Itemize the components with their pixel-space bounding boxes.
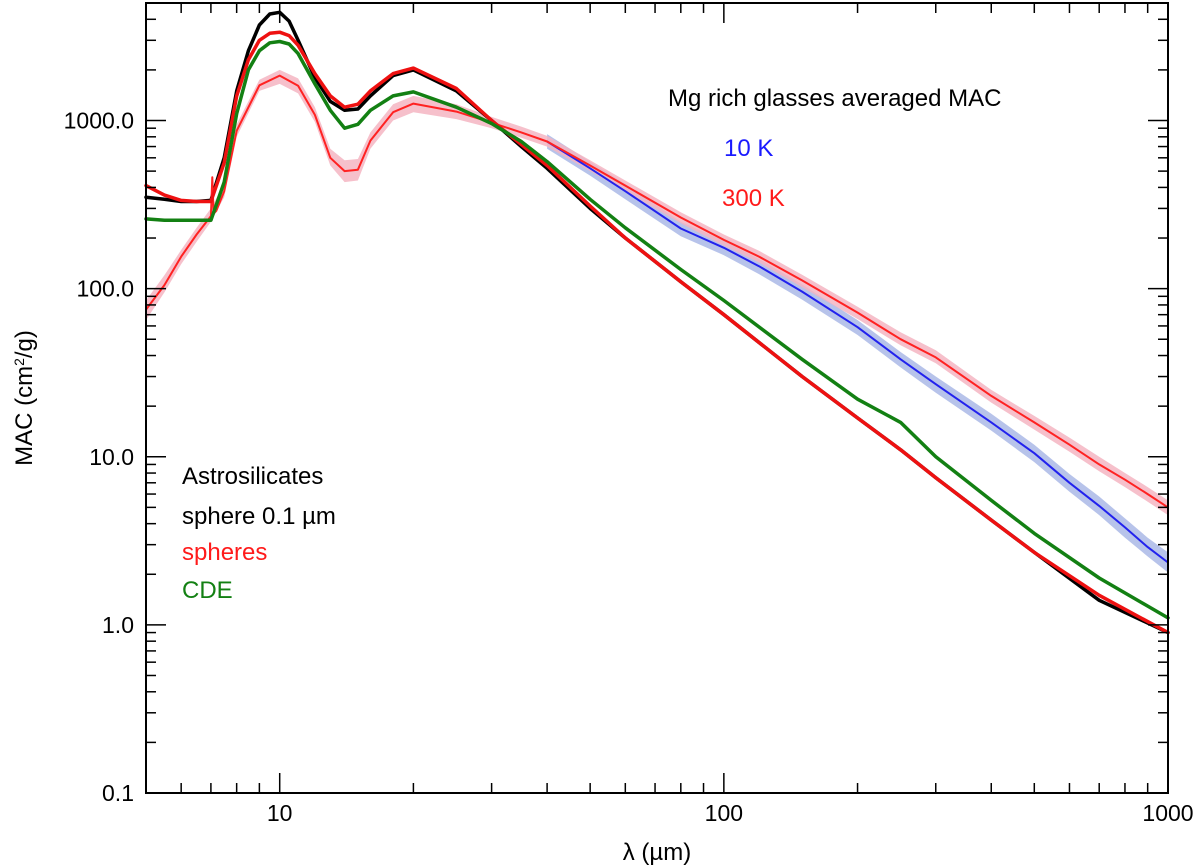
- legend-300k: 300 K: [722, 185, 785, 212]
- plot-frame: [145, 2, 1169, 794]
- x-axis-label: λ (µm): [623, 839, 691, 866]
- axis-ticks: [145, 2, 1169, 794]
- series-lines: [144, 10, 1170, 635]
- legend-spheres: spheres: [182, 539, 267, 566]
- confidence-bands: [146, 69, 1168, 573]
- band-0: [547, 134, 1168, 573]
- y-tick-label: 0.1: [102, 780, 134, 806]
- series-line-10-k: [546, 140, 1169, 564]
- series-line-cde: [144, 39, 1170, 620]
- legend-sphere-size: sphere 0.1 µm: [182, 503, 336, 530]
- x-tick-label: 10: [267, 800, 293, 826]
- legend-astrosilicates: Astrosilicates: [182, 463, 323, 490]
- tick-labels: 10 100 1000 0.1 1.0 10.0 100.0 1000.0: [64, 108, 1194, 826]
- y-tick-label: 100.0: [76, 276, 134, 302]
- y-tick-label: 1000.0: [64, 108, 134, 134]
- y-tick-label: 1.0: [102, 612, 134, 638]
- y-axis-label: MAC (cm2/g): [11, 330, 38, 466]
- annotation-group-title: Mg rich glasses averaged MAC: [668, 85, 1001, 112]
- series-line-spheres: [144, 30, 1170, 635]
- legend-10k: 10 K: [724, 135, 773, 162]
- legend-cde: CDE: [182, 577, 233, 604]
- band-1: [146, 69, 1168, 516]
- x-tick-label: 100: [705, 800, 743, 826]
- x-tick-label: 1000: [1142, 800, 1193, 826]
- y-tick-label: 10.0: [89, 444, 134, 470]
